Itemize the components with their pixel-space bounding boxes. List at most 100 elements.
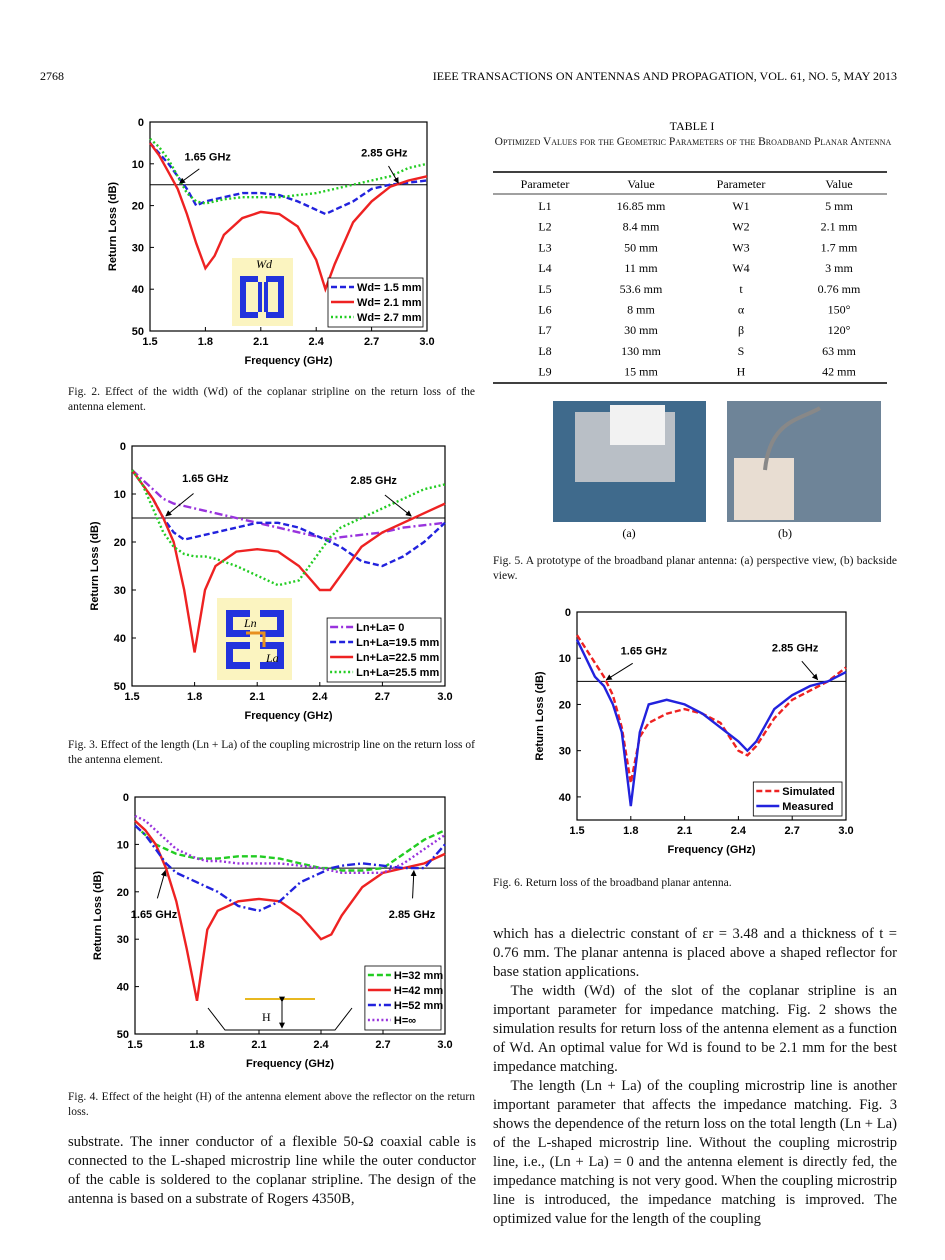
table-cell: 5 mm xyxy=(825,199,853,213)
y-tick-label: 30 xyxy=(559,746,571,758)
table-header: Value xyxy=(627,177,654,191)
x-tick-label: 2.1 xyxy=(677,825,692,837)
caption: Fig. 5. A prototype of the broadband pla… xyxy=(493,555,897,582)
series-line xyxy=(134,814,446,874)
chart: 0 10 20 30 40 1.5 1.8 2.1 2.4 2.7 3.0 Frequency (GH… xyxy=(534,607,854,856)
legend-label: Measured xyxy=(782,801,833,813)
page-number: 2768 xyxy=(40,69,64,83)
caption: Fig. 2. Effect of the width (Wd) of the … xyxy=(68,386,475,413)
paragraph: The width (Wd) of the slot of the coplan… xyxy=(493,983,897,1075)
x-tick-label: 2.4 xyxy=(309,336,325,348)
table-header: Value xyxy=(825,177,852,191)
legend-label: Wd= 2.1 mm xyxy=(357,297,422,309)
annotation: 1.65 GHz xyxy=(621,645,668,657)
inset-label: H xyxy=(262,1010,271,1024)
table-cell: W2 xyxy=(732,220,749,234)
annotation-arrow xyxy=(165,493,194,517)
annotation-arrow xyxy=(179,168,200,184)
table-cell: 2.1 mm xyxy=(821,220,858,234)
legend-label: Simulated xyxy=(782,786,835,798)
y-tick-label: 40 xyxy=(559,792,571,804)
paragraph: which has a dielectric constant of εr = … xyxy=(493,926,897,980)
inset-antenna xyxy=(226,610,284,669)
x-tick-label: 2.7 xyxy=(785,825,800,837)
y-tick-label: 40 xyxy=(117,982,129,994)
plot-frame xyxy=(134,796,446,1035)
table-cell: L5 xyxy=(538,282,551,296)
y-axis-label: Return Loss (dB) xyxy=(534,671,546,761)
annotation: 2.85 GHz xyxy=(361,148,408,160)
table-cell: 0.76 mm xyxy=(818,282,861,296)
table-header: Parameter xyxy=(717,177,766,191)
annotation: 2.85 GHz xyxy=(772,642,819,654)
table-cell: W3 xyxy=(732,240,749,254)
table-cell: 42 mm xyxy=(822,365,856,379)
x-tick-label: 3.0 xyxy=(419,336,434,348)
table-cell: 120° xyxy=(828,323,851,337)
y-tick-label: 30 xyxy=(117,934,129,946)
series-line xyxy=(575,639,847,807)
annotation: 2.85 GHz xyxy=(350,475,397,487)
inset-label: Ln xyxy=(243,616,257,630)
y-tick-label: 50 xyxy=(132,326,144,338)
y-tick-label: 50 xyxy=(117,1029,129,1041)
annotation-arrow xyxy=(384,494,412,517)
series-line xyxy=(134,824,446,872)
inset-label: La xyxy=(265,651,279,665)
table-cell: β xyxy=(738,323,744,337)
annotation-arrow xyxy=(801,660,819,681)
plot-frame xyxy=(131,445,446,687)
annotation-arrow xyxy=(605,662,633,681)
x-axis-label: Frequency (GHz) xyxy=(244,355,332,367)
y-tick-label: 40 xyxy=(114,633,126,645)
y-tick-label: 20 xyxy=(117,887,129,899)
legend-label: Wd= 1.5 mm xyxy=(357,282,422,294)
table-cell: 11 mm xyxy=(624,261,658,275)
x-tick-label: 1.5 xyxy=(127,1039,142,1051)
x-tick-label: 1.8 xyxy=(198,336,213,348)
y-tick-label: 40 xyxy=(132,284,144,296)
x-tick-label: 1.5 xyxy=(569,825,584,837)
table-cell: W4 xyxy=(732,261,749,275)
caption: Fig. 6. Return loss of the broadband pla… xyxy=(493,877,732,889)
x-tick-label: 2.4 xyxy=(312,691,328,703)
table-subtitle: Optimized Values for the Geometric Param… xyxy=(494,136,892,148)
chart: 0 10 20 30 40 501.5 1.8 2.1 2.4 2.7 3.0 Frequency (… xyxy=(89,441,453,722)
y-tick-label: 20 xyxy=(114,537,126,549)
body-right: which has a dielectric constant of εr = … xyxy=(493,925,897,1229)
y-tick-label: 50 xyxy=(114,681,126,693)
series-line xyxy=(131,469,446,587)
inset-antenna xyxy=(240,276,284,318)
chart: 0 10 20 30 40 501.5 1.8 2.1 2.4 2.7 3.0 Frequency (… xyxy=(92,792,453,1070)
table-cell: t xyxy=(739,282,743,296)
x-axis-label: Frequency (GHz) xyxy=(244,710,332,722)
inset-reflector xyxy=(207,1007,353,1031)
photo-a-antenna xyxy=(610,405,665,445)
table-cell: 15 mm xyxy=(624,365,658,379)
paragraph: The length (Ln + La) of the coupling mic… xyxy=(493,1078,897,1227)
legend-label: H=∞ xyxy=(394,1015,416,1027)
x-axis-label: Frequency (GHz) xyxy=(667,844,755,856)
x-tick-label: 1.8 xyxy=(189,1039,204,1051)
x-tick-label: 2.1 xyxy=(251,1039,266,1051)
y-tick-label: 20 xyxy=(132,201,144,213)
series-line xyxy=(149,137,428,205)
annotation: 2.85 GHz xyxy=(389,909,436,921)
y-tick-label: 10 xyxy=(132,159,144,171)
body-left: substrate. The inner conductor of a flex… xyxy=(68,1133,476,1209)
x-tick-label: 2.1 xyxy=(250,691,265,703)
table-cell: L1 xyxy=(538,199,551,213)
photo-b-cable xyxy=(763,406,822,471)
table-cell: α xyxy=(738,303,745,317)
x-tick-label: 1.5 xyxy=(142,336,157,348)
series-line xyxy=(149,142,428,293)
legend-label: Ln+La=22.5 mm xyxy=(356,652,439,664)
series-line xyxy=(134,824,446,913)
table-cell: L4 xyxy=(538,261,551,275)
y-axis-label: Return Loss (dB) xyxy=(107,182,119,272)
y-tick-label: 30 xyxy=(114,585,126,597)
paragraph: substrate. The inner conductor of a flex… xyxy=(68,1134,476,1207)
legend-label: Ln+La=25.5 mm xyxy=(356,667,439,679)
table-cell: 150° xyxy=(828,303,851,317)
